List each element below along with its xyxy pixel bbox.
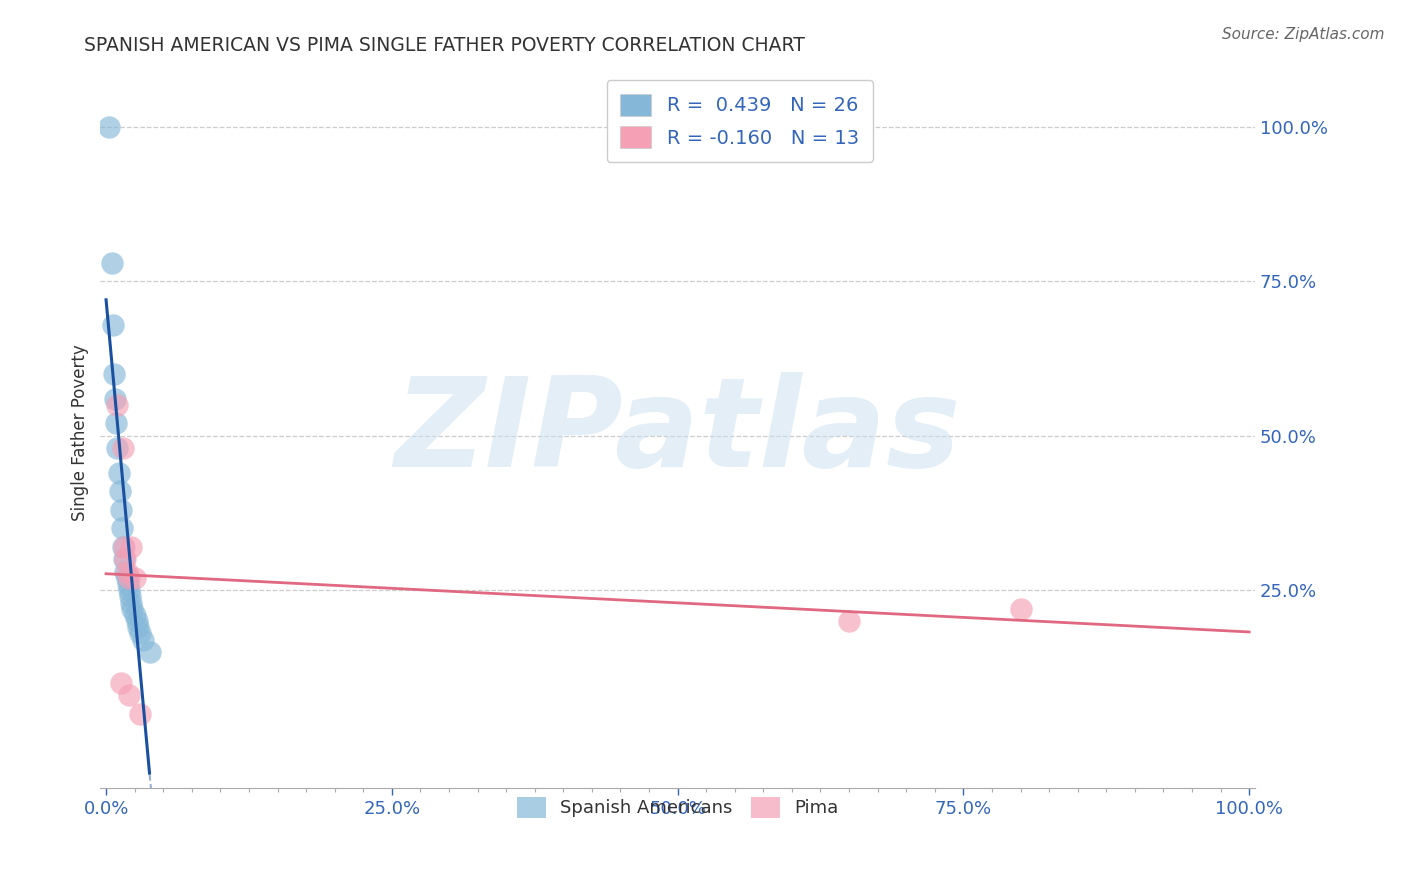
Point (103, 367, 125, 381)
Point (838, 614, 860, 628)
Point (107, 398, 129, 412)
Point (120, 595, 142, 609)
Text: ZIPatlas: ZIPatlas (394, 372, 960, 493)
Point (108, 484, 131, 499)
Point (101, 256, 124, 270)
Y-axis label: Single Father Poverty: Single Father Poverty (72, 344, 89, 521)
Point (112, 540, 135, 554)
Legend: Spanish Americans, Pima: Spanish Americans, Pima (510, 789, 845, 825)
Point (1010, 601, 1032, 615)
Point (114, 552, 136, 566)
Point (115, 565, 138, 579)
Point (120, 540, 142, 554)
Point (114, 565, 136, 579)
Point (107, 441, 129, 455)
Point (129, 626, 152, 640)
Point (101, 318, 124, 332)
Point (112, 540, 135, 554)
Point (127, 620, 149, 634)
Point (104, 392, 127, 406)
Point (110, 503, 132, 517)
Point (125, 614, 148, 628)
Point (118, 571, 141, 585)
Point (111, 521, 134, 535)
Point (138, 645, 160, 659)
Point (98, 120, 121, 134)
Point (121, 601, 143, 615)
Text: SPANISH AMERICAN VS PIMA SINGLE FATHER POVERTY CORRELATION CHART: SPANISH AMERICAN VS PIMA SINGLE FATHER P… (84, 36, 806, 54)
Point (115, 571, 138, 585)
Point (105, 417, 128, 431)
Point (112, 441, 135, 455)
Point (124, 607, 146, 622)
Point (110, 676, 132, 690)
Point (124, 571, 146, 585)
Text: Source: ZipAtlas.com: Source: ZipAtlas.com (1222, 27, 1385, 42)
Point (129, 706, 152, 721)
Point (118, 583, 141, 598)
Point (118, 688, 141, 702)
Point (107, 466, 129, 480)
Point (112, 552, 135, 566)
Point (117, 577, 139, 591)
Point (131, 632, 153, 647)
Point (120, 590, 142, 604)
